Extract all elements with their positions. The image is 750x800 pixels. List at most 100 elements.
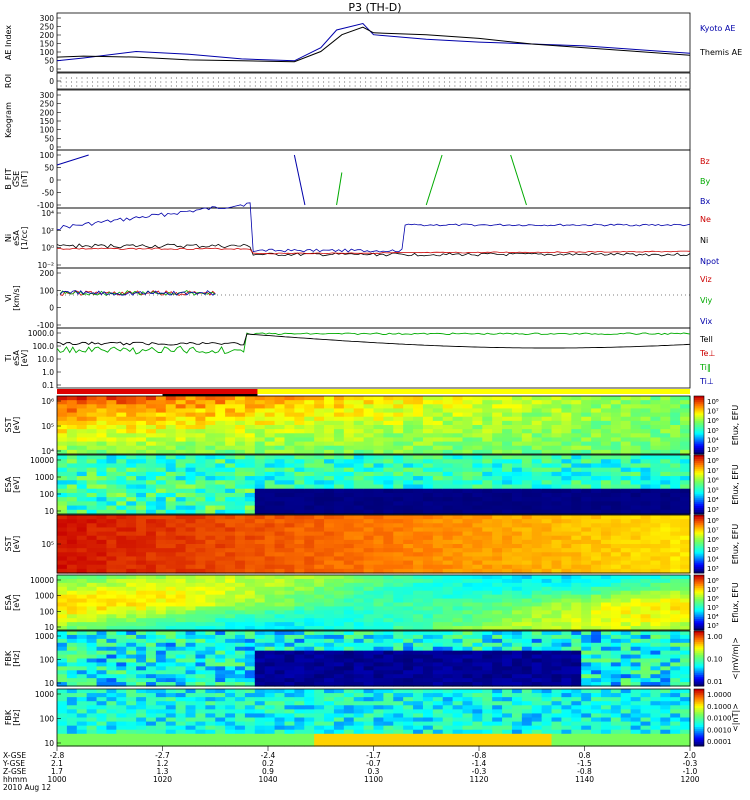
spectrogram-cell xyxy=(541,463,553,469)
spectrogram-cell xyxy=(264,610,276,615)
spectrogram-cell xyxy=(294,445,305,451)
spectrogram-cell xyxy=(146,737,157,743)
spectrogram-cell xyxy=(413,527,424,533)
spectrogram-cell xyxy=(442,638,454,644)
spectrogram-cell xyxy=(215,548,226,553)
spectrogram-cell xyxy=(274,412,286,418)
spectrogram-cell xyxy=(452,582,464,588)
spectrogram-cell xyxy=(215,441,226,447)
spectrogram-cell xyxy=(155,586,167,592)
spectrogram-cell xyxy=(521,638,533,644)
spectrogram-cell xyxy=(650,463,661,469)
spectrogram-cell xyxy=(274,622,286,627)
spectrogram-cell xyxy=(660,467,671,473)
spectrogram-cell xyxy=(106,568,117,574)
spectrogram-cell xyxy=(531,556,543,562)
spectrogram-cell xyxy=(551,535,563,541)
spectrogram-cell xyxy=(106,646,117,652)
colorbar-segment xyxy=(694,506,704,509)
spectrogram-cell xyxy=(591,560,602,566)
spectrogram-cell xyxy=(215,480,226,486)
spectrogram-cell xyxy=(106,412,117,418)
spectrogram-cell xyxy=(294,480,305,486)
spectrogram-cell xyxy=(472,590,483,596)
spectrogram-cell xyxy=(294,467,305,473)
spectrogram-cell xyxy=(343,638,355,644)
spectrogram-cell xyxy=(531,488,543,494)
spectrogram-cell xyxy=(66,614,78,619)
spectrogram-cell xyxy=(571,582,582,588)
spectrogram-cell xyxy=(76,618,88,623)
spectrogram-cell xyxy=(116,449,127,455)
spectrogram-cell xyxy=(126,488,137,494)
spectrogram-cell xyxy=(76,531,88,537)
spectrogram-cell xyxy=(333,463,345,469)
spectrogram-cell xyxy=(363,437,375,443)
spectrogram-cell xyxy=(472,480,483,486)
spectrogram-cell xyxy=(422,602,434,608)
spectrogram-cell xyxy=(511,519,523,524)
spectrogram-cell xyxy=(571,416,582,422)
spectrogram-cell xyxy=(244,575,256,580)
spectrogram-cell xyxy=(670,590,681,596)
spectrogram-cell xyxy=(244,634,256,640)
spectrogram-cell xyxy=(413,556,424,562)
spectrogram-cell xyxy=(551,578,563,584)
spectrogram-cell xyxy=(660,598,671,604)
spectrogram-cell xyxy=(314,412,325,418)
spectrogram-cell xyxy=(57,488,68,494)
spectrogram-cell xyxy=(620,416,632,422)
spectrogram-cell xyxy=(274,670,286,675)
spectrogram-cell xyxy=(225,578,236,584)
spectrogram-cell xyxy=(452,449,464,455)
spectrogram-cell xyxy=(106,544,117,549)
spectrogram-cell xyxy=(106,556,117,562)
y-axis-label: B_FIT xyxy=(4,168,13,189)
spectrogram-cell xyxy=(680,449,691,455)
spectrogram-cell xyxy=(452,626,464,631)
spectrogram-cell xyxy=(116,578,127,584)
spectrogram-cell xyxy=(640,476,652,481)
spectrogram-cell xyxy=(96,523,108,529)
spectrogram-cell xyxy=(551,404,563,410)
spectrogram-cell xyxy=(422,523,434,529)
spectrogram-cell xyxy=(146,544,157,549)
spectrogram-cell xyxy=(462,467,474,473)
spectrogram-cell xyxy=(363,594,375,600)
colorbar-tick: 0.10 xyxy=(707,656,723,664)
spectrogram-cell xyxy=(531,622,543,627)
spectrogram-cell xyxy=(660,622,671,627)
spectrogram-cell xyxy=(244,497,256,502)
spectrogram-cell xyxy=(86,515,98,520)
y-tick-label: 10000 xyxy=(30,576,54,585)
spectrogram-cell xyxy=(116,678,127,683)
spectrogram-cell xyxy=(591,642,602,648)
spectrogram-cell xyxy=(76,404,88,410)
spectrogram-cell xyxy=(521,631,533,636)
spectrogram-cell xyxy=(551,552,563,558)
spectrogram-cell xyxy=(146,459,157,465)
spectrogram-cell xyxy=(284,459,295,465)
spectrogram-cell xyxy=(136,535,147,541)
spectrogram-cell xyxy=(294,396,305,401)
colorbar-tick: 10⁷ xyxy=(707,467,719,475)
y-axis-label: FBK xyxy=(4,650,13,666)
spectrogram-cell xyxy=(343,564,355,570)
spectrogram-cell xyxy=(620,590,632,596)
spectrogram-cell xyxy=(571,400,582,405)
spectrogram-cell xyxy=(274,492,286,498)
spectrogram-cell xyxy=(620,594,632,600)
spectrogram-cell xyxy=(146,564,157,570)
spectrogram-cell xyxy=(116,400,127,405)
spectrogram-cell xyxy=(462,556,474,562)
spectrogram-cell xyxy=(541,445,553,451)
colorbar-segment xyxy=(694,434,704,438)
spectrogram-cell xyxy=(660,590,671,596)
spectrogram-cell xyxy=(76,455,88,460)
colorbar-segment xyxy=(694,609,704,613)
spectrogram-cell xyxy=(482,455,493,460)
spectrogram-cell xyxy=(86,420,98,426)
spectrogram-cell xyxy=(314,582,325,588)
spectrogram-cell xyxy=(521,610,533,615)
spectrogram-cell xyxy=(254,539,266,545)
